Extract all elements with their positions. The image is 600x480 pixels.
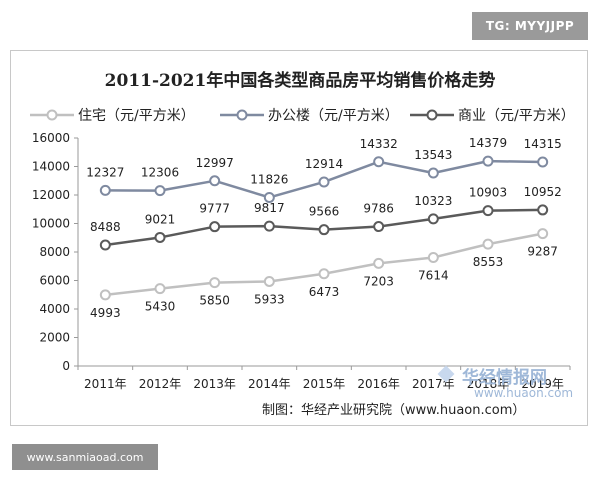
data-label: 9287 xyxy=(527,245,558,259)
data-label: 12914 xyxy=(305,157,343,171)
data-label: 7614 xyxy=(418,269,449,283)
x-tick-label: 2015年 xyxy=(303,377,346,391)
legend-marker-0 xyxy=(46,109,58,121)
y-tick-label: 2000 xyxy=(39,331,70,345)
x-tick-label: 2012年 xyxy=(139,377,182,391)
source-note: 制图：华经产业研究院（www.huaon.com） xyxy=(262,403,525,418)
data-point xyxy=(537,228,549,240)
data-label: 9777 xyxy=(199,202,230,216)
data-label: 7203 xyxy=(363,274,394,288)
data-label: 12997 xyxy=(196,156,234,170)
data-point xyxy=(209,221,221,233)
data-label: 13543 xyxy=(414,148,452,162)
legend-entry-1: 办公楼（元/平方米） xyxy=(268,108,399,124)
data-point xyxy=(537,156,549,168)
data-point xyxy=(427,252,439,264)
data-label: 9786 xyxy=(363,202,394,216)
y-tick-label: 14000 xyxy=(32,160,70,174)
watermark-top: TG: MYYJJPP xyxy=(472,12,588,40)
data-point xyxy=(209,175,221,187)
y-axis: 0 2000 4000 6000 8000 10000 12000 14000 16000 xyxy=(32,131,79,373)
data-point xyxy=(99,289,111,301)
y-tick-label: 4000 xyxy=(39,302,70,316)
y-tick-label: 6000 xyxy=(39,274,70,288)
data-label: 11826 xyxy=(250,172,288,186)
series-group xyxy=(99,155,549,301)
data-point xyxy=(263,275,275,287)
data-label: 5850 xyxy=(199,294,230,308)
data-label: 5430 xyxy=(145,300,176,314)
x-tick-label: 2018年 xyxy=(467,377,510,391)
data-point xyxy=(373,221,385,233)
y-tick-label: 16000 xyxy=(32,131,70,145)
logo-text: 华经情报网 xyxy=(462,367,547,388)
x-tick-label: 2011年 xyxy=(84,377,127,391)
legend-marker-1 xyxy=(236,109,248,121)
x-tick-label: 2014年 xyxy=(248,377,291,391)
logo-url: www.huaon.com xyxy=(474,386,573,400)
data-label: 9566 xyxy=(309,205,340,219)
y-tick-label: 0 xyxy=(62,359,70,373)
watermark-bottom: www.sanmiaoad.com xyxy=(12,444,158,470)
y-tick-label: 10000 xyxy=(32,217,70,231)
data-point xyxy=(373,156,385,168)
data-point xyxy=(373,257,385,269)
data-point xyxy=(482,205,494,217)
data-label: 10323 xyxy=(414,194,452,208)
legend: 住宅（元/平方米） 办公楼（元/平方米） 商业（元/平方米） xyxy=(30,108,575,124)
data-label: 5933 xyxy=(254,292,285,306)
data-point xyxy=(318,176,330,188)
data-label: 8488 xyxy=(90,220,121,234)
data-label: 14379 xyxy=(469,136,507,150)
data-point xyxy=(99,239,111,251)
data-point xyxy=(318,224,330,236)
legend-entry-2: 商业（元/平方米） xyxy=(458,108,575,124)
x-tick-label: 2016年 xyxy=(357,377,400,391)
data-label: 10952 xyxy=(524,185,562,199)
data-label: 10903 xyxy=(469,186,507,200)
data-label: 6473 xyxy=(309,285,340,299)
legend-marker-2 xyxy=(426,109,438,121)
y-tick-label: 8000 xyxy=(39,245,70,259)
logo-mark xyxy=(437,365,455,383)
data-label: 14332 xyxy=(360,137,398,151)
data-point xyxy=(482,238,494,250)
data-point xyxy=(263,191,275,203)
data-label: 4993 xyxy=(90,306,121,320)
data-label: 9817 xyxy=(254,201,285,215)
data-point xyxy=(318,268,330,280)
chart-frame xyxy=(10,50,588,426)
data-point xyxy=(263,220,275,232)
data-label: 12327 xyxy=(86,165,124,179)
x-tick-label: 2013年 xyxy=(193,377,236,391)
data-point xyxy=(427,213,439,225)
data-point xyxy=(427,167,439,179)
data-point xyxy=(154,231,166,243)
x-axis: 2011年 2012年 2013年 2014年 2015年 2016年 2017年 2018年… xyxy=(77,365,571,391)
data-label: 9021 xyxy=(145,212,176,226)
x-tick-label: 2019年 xyxy=(521,377,564,391)
data-label: 12306 xyxy=(141,166,179,180)
data-point xyxy=(99,184,111,196)
legend-entry-0: 住宅（元/平方米） xyxy=(78,108,195,124)
data-point xyxy=(154,185,166,197)
data-point xyxy=(154,283,166,295)
data-point xyxy=(537,204,549,216)
data-point xyxy=(482,155,494,167)
data-label: 8553 xyxy=(473,255,504,269)
data-labels: 4993 5430 5850 5933 6473 7203 7614 8553 9287 1232… xyxy=(86,136,562,320)
y-tick-label: 12000 xyxy=(32,188,70,202)
huaon-logo: 华经情报网 www.huaon.com xyxy=(437,365,573,400)
data-label: 14315 xyxy=(524,137,562,151)
data-point xyxy=(209,277,221,289)
x-tick-label: 2017年 xyxy=(412,377,455,391)
chart-title: 2011-2021年中国各类型商品房平均销售价格走势 xyxy=(105,70,496,91)
